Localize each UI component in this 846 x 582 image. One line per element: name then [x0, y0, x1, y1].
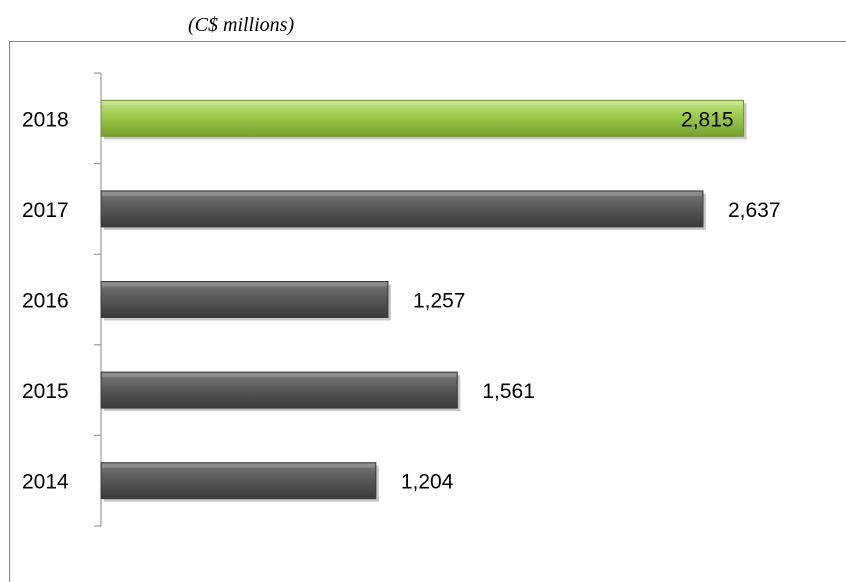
unit-label: (C$ millions) [188, 14, 295, 36]
data-label: 2,815 [681, 108, 734, 131]
chart-frame [9, 41, 846, 582]
category-label: 2016 [22, 290, 69, 313]
data-label: 1,204 [401, 471, 454, 494]
bar-bevel [102, 191, 702, 196]
bar-chart: 2018 2,815 2017 2,637 2016 1,257 2015 1,561 2014… [22, 72, 781, 527]
bar [100, 281, 389, 318]
category-label: 2015 [22, 380, 69, 403]
data-label: 1,561 [482, 380, 535, 403]
bar-bevel [102, 282, 387, 287]
category-label: 2017 [22, 199, 69, 222]
bar [100, 190, 704, 228]
chart-area: (C$ millions) 2018 2,815 2017 2,637 2016 1,25… [9, 14, 846, 582]
bar-bevel [102, 463, 375, 468]
bar-bevel [102, 101, 743, 106]
bar [100, 371, 458, 409]
data-label: 1,257 [413, 290, 466, 313]
bar [100, 462, 377, 500]
data-label: 2,637 [728, 199, 781, 222]
bar-highlighted [100, 99, 745, 137]
category-label: 2018 [22, 108, 69, 131]
category-label: 2014 [22, 471, 69, 494]
bar-bevel [102, 373, 457, 378]
